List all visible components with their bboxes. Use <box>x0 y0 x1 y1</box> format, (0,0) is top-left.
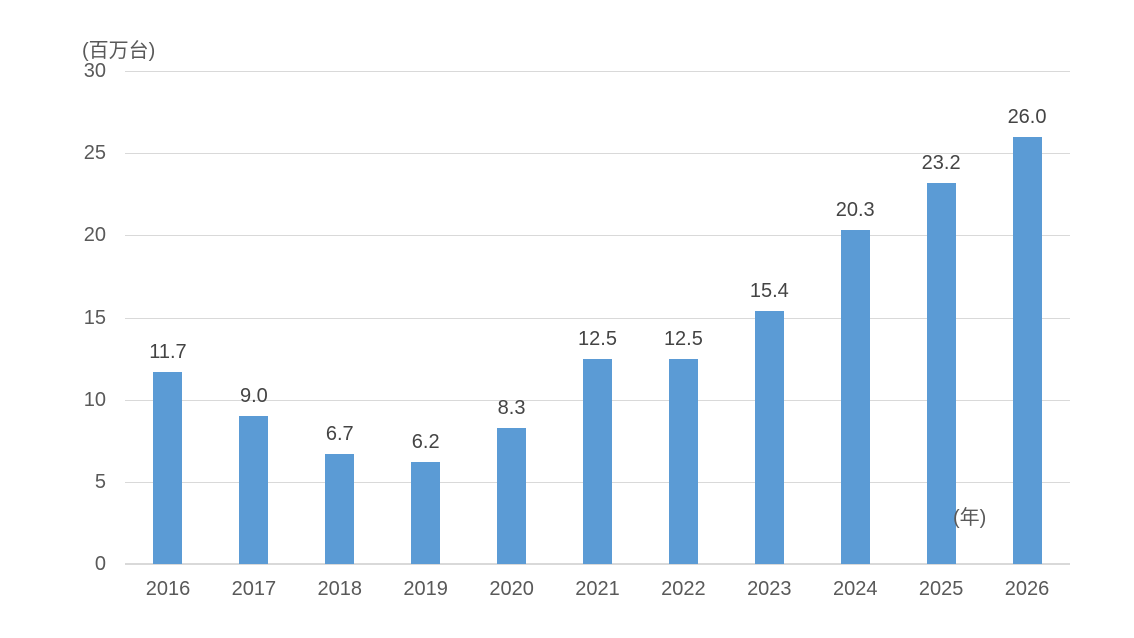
x-axis-unit-label: (年) <box>953 507 987 529</box>
bar-value-label: 12.5 <box>663 327 703 350</box>
y-tick-label: 30 <box>83 60 106 82</box>
bar <box>153 371 183 564</box>
y-axis-unit-label: (百万台) <box>82 40 156 62</box>
x-tick-label: 2017 <box>231 578 277 600</box>
x-tick-label: 2022 <box>661 578 706 600</box>
y-tick-label: 25 <box>83 142 106 165</box>
gridline <box>125 317 1070 319</box>
bar-value-label: 8.3 <box>497 396 526 419</box>
bar-value-label: 12.5 <box>578 327 617 350</box>
x-tick-label: 2024 <box>832 578 878 600</box>
gridline <box>125 235 1070 237</box>
bar-value-label: 26.0 <box>1007 105 1047 128</box>
x-tick-label: 2026 <box>1004 578 1050 600</box>
bar <box>926 182 956 564</box>
bar-value-label: 6.7 <box>325 422 354 445</box>
x-tick-label: 2023 <box>747 578 792 600</box>
y-tick-label: 15 <box>83 306 106 329</box>
gridline <box>125 563 1070 565</box>
bar <box>754 310 784 564</box>
bar <box>497 427 527 564</box>
y-tick-label: 5 <box>94 470 106 493</box>
bar <box>668 358 698 564</box>
gridline <box>125 71 1070 72</box>
bar <box>325 453 355 564</box>
bar-value-label: 9.0 <box>239 385 268 408</box>
x-tick-label: 2025 <box>918 578 964 600</box>
bar <box>583 358 612 564</box>
bar-value-label: 11.7 <box>149 340 187 363</box>
bar-value-label: 23.2 <box>921 151 961 174</box>
x-tick-label: 2021 <box>575 578 620 600</box>
bar <box>840 230 870 564</box>
gridline <box>125 153 1070 155</box>
y-tick-label: 0 <box>94 553 106 575</box>
x-tick-label: 2018 <box>317 578 363 600</box>
y-axis: 0 5 10 15 20 25 30 <box>40 60 106 575</box>
bar <box>1012 136 1042 564</box>
bar <box>239 416 269 564</box>
x-tick-label: 2020 <box>489 578 534 600</box>
bar-value-label: 20.3 <box>835 199 875 222</box>
bar <box>411 462 441 564</box>
bar-value-label: 15.4 <box>749 279 789 302</box>
x-tick-label: 2016 <box>145 578 191 600</box>
y-tick-label: 10 <box>83 388 106 411</box>
bar-value-label: 6.2 <box>411 431 440 454</box>
y-tick-label: 20 <box>83 224 106 247</box>
x-tick-label: 2019 <box>403 578 448 600</box>
plot-area: 11.7 2016 9.0 2017 6.7 2018 6.2 2019 8.3 2020 12.5… <box>125 71 1070 600</box>
